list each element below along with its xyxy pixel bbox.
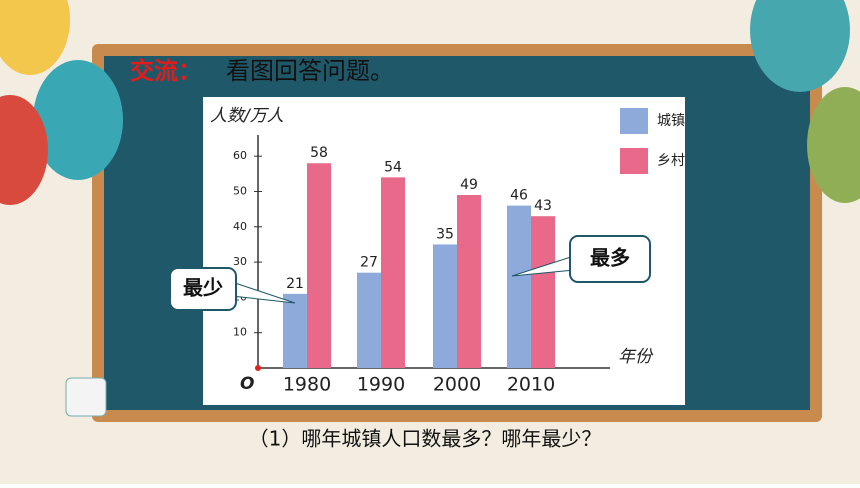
heading-text: 看图回答问题。 (226, 57, 394, 85)
heading-label: 交流： (130, 57, 202, 85)
callout-box (169, 267, 237, 311)
question: （1）哪年城镇人口数最多？哪年最少？ (249, 427, 602, 451)
y-tick-label: 40 (233, 220, 247, 233)
callout-text: 最少 (183, 276, 223, 300)
y-tick-label: 60 (233, 149, 247, 162)
balloon (807, 87, 860, 203)
x-tick-label: 1990 (357, 374, 405, 396)
balloon (0, 95, 48, 205)
callout-box (569, 235, 651, 283)
bar (381, 177, 405, 368)
value-label: 43 (534, 198, 552, 214)
balloon (750, 0, 850, 92)
origin-dot (255, 365, 261, 371)
y-tick-label: 10 (233, 326, 247, 339)
y-axis-label: 人数/万人 (210, 106, 284, 126)
bar (283, 293, 307, 368)
value-label: 35 (436, 226, 454, 242)
bar (507, 205, 531, 368)
legend-label: 乡村 (657, 153, 685, 169)
x-tick-label: 1980 (283, 374, 331, 396)
bar (457, 195, 481, 368)
origin-label: O (240, 374, 254, 394)
x-axis-label: 年份 (618, 347, 654, 367)
value-label: 49 (460, 177, 478, 193)
value-label: 46 (510, 188, 528, 204)
y-tick-label: 50 (233, 184, 247, 197)
value-label: 54 (384, 159, 402, 175)
value-label: 21 (286, 276, 304, 292)
legend-swatch (620, 148, 648, 174)
x-tick-label: 2000 (433, 374, 481, 396)
bar (357, 272, 381, 368)
callout-text: 最多 (590, 246, 630, 270)
balloon (0, 0, 70, 75)
balloon (33, 60, 123, 180)
bar (307, 163, 331, 368)
value-label: 27 (360, 255, 378, 271)
cup (65, 377, 107, 417)
value-label: 58 (310, 145, 328, 161)
y-tick-label: 30 (233, 255, 247, 268)
x-tick-label: 2010 (507, 374, 555, 396)
bar (531, 216, 555, 368)
legend-swatch (620, 108, 648, 134)
legend-label: 城镇 (657, 113, 685, 129)
bar (433, 244, 457, 368)
